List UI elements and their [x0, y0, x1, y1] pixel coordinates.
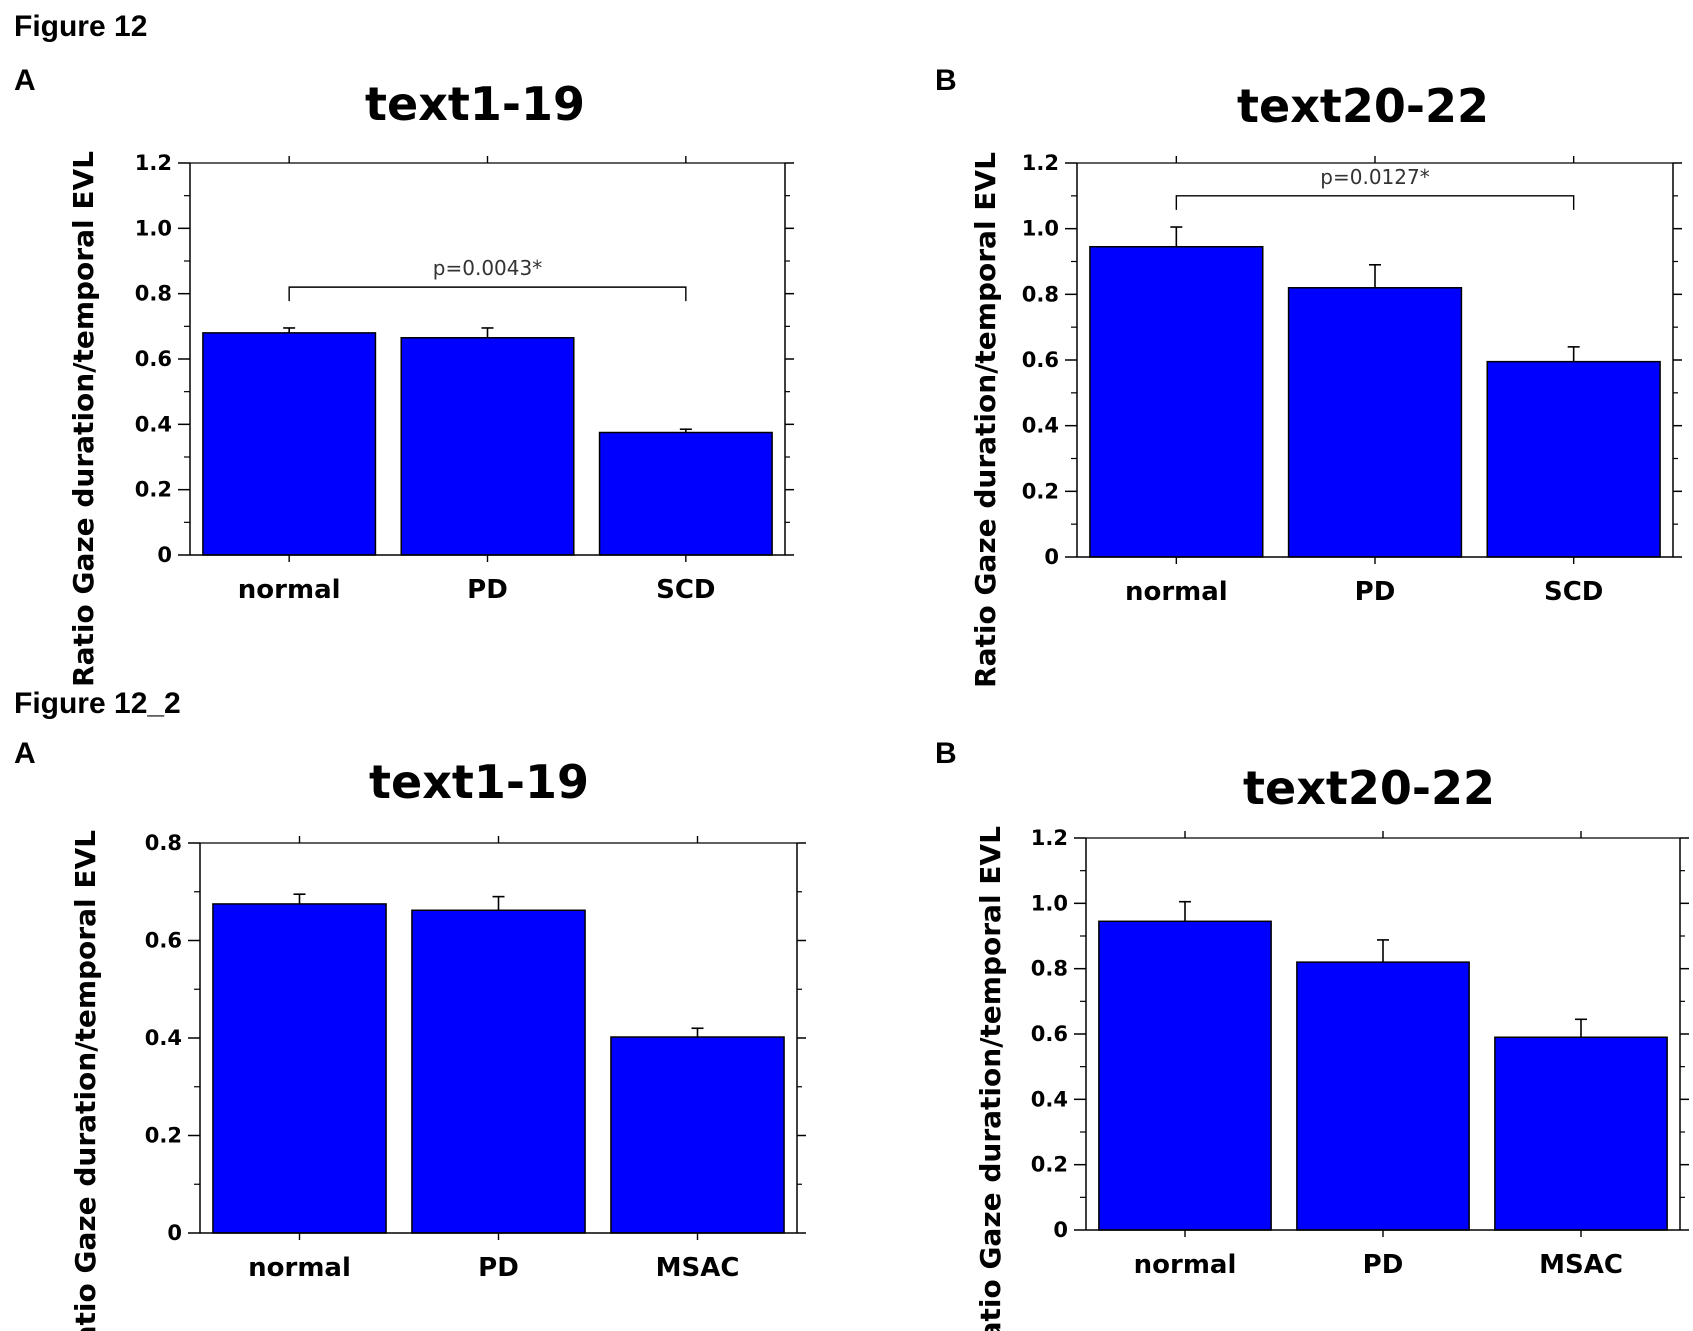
chart-title: text20-22: [1243, 761, 1495, 815]
chart-title: text20-22: [1237, 79, 1489, 133]
y-tick-label: 0.4: [135, 412, 172, 436]
y-axis-label: Ratio Gaze duration/temporal EVL: [974, 826, 1007, 1331]
x-tick-label: normal: [238, 575, 341, 605]
bar-normal: [1098, 920, 1272, 1231]
y-tick-label: 1.2: [1031, 826, 1068, 850]
panel-label: A: [14, 64, 36, 97]
y-tick-label: 1.2: [135, 151, 172, 175]
bar-normal: [1089, 245, 1264, 558]
x-tick-label: normal: [1134, 1250, 1237, 1280]
bar-PD: [1296, 961, 1470, 1231]
y-tick-label: 0: [1053, 1218, 1068, 1242]
y-tick-label: 1.0: [135, 216, 172, 240]
y-tick-label: 0.4: [145, 1026, 182, 1050]
x-tick-label: SCD: [656, 575, 715, 605]
bar-MSAC: [1494, 1036, 1668, 1231]
y-tick-label: 1.2: [1022, 151, 1059, 175]
chart-title: text1-19: [369, 755, 589, 809]
bar-normal: [212, 903, 387, 1234]
y-axis-label: Ratio Gaze duration/temporal EVL: [67, 151, 100, 687]
y-tick-label: 0.4: [1031, 1087, 1068, 1111]
y-tick-label: 0: [1044, 545, 1059, 569]
y-tick-label: 0.2: [1022, 479, 1059, 503]
y-tick-label: 0.8: [145, 831, 182, 855]
bar-SCD: [598, 431, 773, 556]
bar-PD: [400, 337, 575, 556]
x-tick-label: MSAC: [656, 1253, 740, 1283]
x-tick-label: PD: [1363, 1250, 1404, 1280]
y-tick-label: 0.8: [135, 282, 172, 306]
significance-bracket: [288, 286, 687, 302]
y-tick-label: 0.6: [145, 929, 182, 953]
panel-label: A: [14, 737, 36, 770]
y-tick-label: 0: [167, 1221, 182, 1245]
figure-title-1: Figure 12: [14, 10, 147, 43]
y-tick-label: 0.8: [1022, 282, 1059, 306]
x-tick-label: MSAC: [1539, 1250, 1623, 1280]
bar-PD: [411, 909, 586, 1234]
y-tick-label: 0.6: [1022, 348, 1059, 372]
y-axis-label: Ratio Gaze duration/temporal EVL: [69, 830, 102, 1331]
y-axis-label: Ratio Gaze duration/temporal EVL: [969, 152, 1002, 688]
y-tick-label: 1.0: [1022, 217, 1059, 241]
bar-PD: [1287, 287, 1463, 558]
y-tick-label: 1.0: [1031, 891, 1068, 915]
x-tick-label: PD: [1355, 577, 1396, 607]
significance-bracket: [1175, 195, 1575, 210]
x-tick-label: normal: [1125, 577, 1228, 607]
y-tick-label: 0: [157, 543, 172, 567]
y-tick-label: 0.2: [1031, 1153, 1068, 1177]
y-tick-label: 0.4: [1022, 414, 1059, 438]
x-tick-label: PD: [478, 1253, 519, 1283]
panel-label: B: [935, 737, 957, 770]
significance-label: p=0.0127*: [1320, 165, 1429, 189]
bar-MSAC: [610, 1036, 785, 1234]
x-tick-label: PD: [467, 575, 508, 605]
panel-label: B: [935, 64, 957, 97]
y-tick-label: 0.8: [1031, 957, 1068, 981]
bar-normal: [202, 332, 377, 556]
y-tick-label: 0.2: [145, 1124, 182, 1148]
bar-SCD: [1486, 360, 1661, 558]
figure-title-2: Figure 12_2: [14, 687, 181, 720]
x-tick-label: SCD: [1544, 577, 1603, 607]
significance-label: p=0.0043*: [433, 256, 542, 280]
y-tick-label: 0.2: [135, 478, 172, 502]
y-tick-label: 0.6: [135, 347, 172, 371]
chart-title: text1-19: [365, 77, 585, 131]
y-tick-label: 0.6: [1031, 1022, 1068, 1046]
x-tick-label: normal: [248, 1253, 351, 1283]
